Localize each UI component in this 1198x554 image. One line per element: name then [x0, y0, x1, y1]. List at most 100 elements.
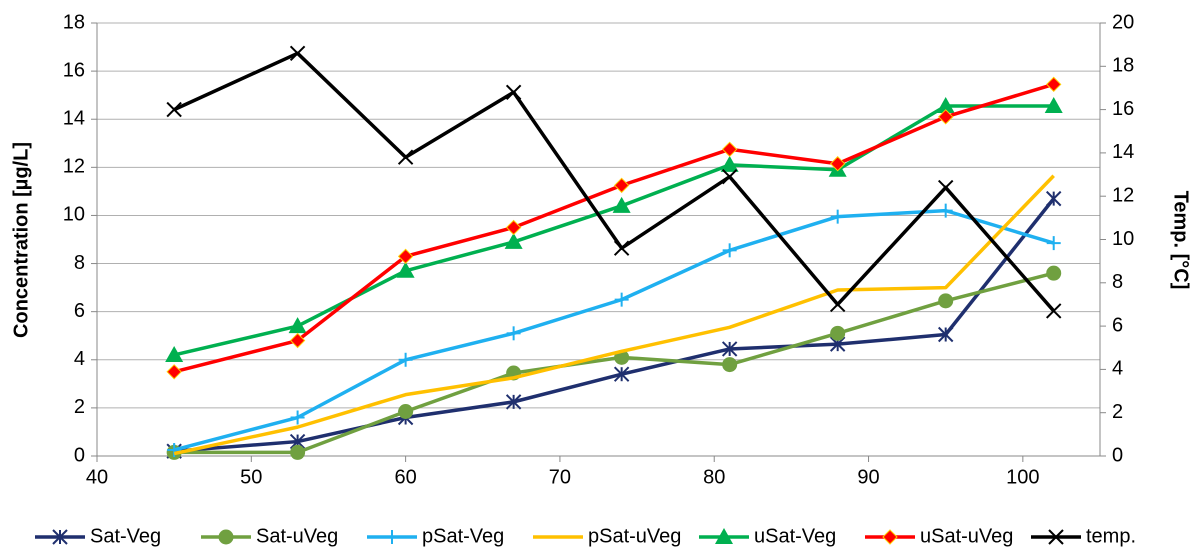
- y-tick-label: 16: [63, 59, 85, 81]
- marker-shape: [830, 325, 846, 341]
- marker: [882, 529, 898, 545]
- marker-shape: [218, 529, 234, 545]
- marker: [613, 177, 630, 194]
- marker: [1046, 236, 1061, 251]
- marker: [166, 364, 182, 380]
- marker: [505, 219, 522, 236]
- marker: [938, 203, 953, 218]
- legend-label: uSat-Veg: [754, 525, 836, 547]
- marker: [218, 529, 234, 545]
- marker-stroke: [1046, 303, 1062, 319]
- legend-label: pSat-Veg: [422, 525, 504, 547]
- y-tick-label: 6: [74, 300, 85, 322]
- marker-stroke: [1048, 529, 1064, 545]
- marker: [720, 155, 739, 172]
- marker-stroke: [613, 240, 630, 256]
- marker-stroke: [829, 296, 846, 313]
- marker: [288, 317, 307, 334]
- marker: [506, 326, 521, 341]
- marker: [398, 403, 414, 419]
- marker-shape: [398, 403, 414, 419]
- marker: [715, 528, 733, 544]
- y2-tick-label: 12: [1112, 184, 1134, 206]
- marker-shape: [396, 261, 415, 278]
- marker: [166, 101, 182, 118]
- marker-shape: [397, 248, 414, 265]
- y2-tick-label: 2: [1112, 401, 1123, 423]
- marker-shape: [829, 156, 846, 172]
- marker-shape: [613, 177, 630, 194]
- marker-stroke: [397, 149, 414, 165]
- y-tick-label: 12: [63, 156, 85, 178]
- legend-label: temp.: [1086, 525, 1136, 547]
- y-tick-label: 14: [63, 108, 85, 130]
- marker: [290, 410, 305, 425]
- series-line: [173, 51, 1056, 313]
- marker: [397, 149, 414, 165]
- marker-shape: [1044, 96, 1063, 113]
- y-tick-label: 8: [74, 252, 85, 274]
- marker: [385, 530, 399, 544]
- y-tick-label: 10: [63, 204, 85, 226]
- marker-shape: [715, 528, 733, 544]
- marker-shape: [612, 196, 631, 213]
- y2-tick-label: 16: [1112, 98, 1134, 120]
- y2-tick-label: 4: [1112, 358, 1123, 380]
- marker-shape: [936, 96, 955, 113]
- y2-tick-label: 14: [1112, 141, 1134, 163]
- x-tick-label: 50: [240, 466, 262, 488]
- legend-label: uSat-uVeg: [920, 525, 1013, 547]
- marker: [830, 325, 846, 341]
- marker: [505, 394, 522, 410]
- marker-shape: [722, 357, 738, 373]
- y2-tick-label: 6: [1112, 314, 1123, 336]
- y2-tick-label: 10: [1112, 228, 1134, 250]
- marker-stroke: [166, 101, 182, 118]
- series-line: [173, 208, 1055, 452]
- marker-shape: [882, 529, 898, 545]
- marker-stroke: [937, 179, 954, 196]
- marker-shape: [290, 444, 306, 460]
- y-tick-label: 0: [74, 444, 85, 466]
- marker: [936, 96, 955, 113]
- marker: [1048, 529, 1064, 545]
- x-tick-label: 70: [549, 466, 571, 488]
- marker: [290, 444, 306, 460]
- marker: [721, 341, 738, 357]
- series-line: [173, 82, 1055, 374]
- marker: [829, 296, 846, 313]
- marker-shape: [505, 219, 522, 236]
- marker: [397, 248, 414, 265]
- marker: [937, 326, 954, 343]
- marker: [612, 196, 631, 213]
- y-axis-title: Concentration [µg/L]: [10, 142, 32, 338]
- y2-tick-label: 20: [1112, 11, 1134, 33]
- marker: [721, 169, 738, 185]
- marker: [722, 243, 737, 258]
- marker: [830, 209, 845, 224]
- marker-shape: [721, 141, 738, 157]
- marker-shape: [166, 364, 182, 380]
- marker: [722, 357, 738, 373]
- x-tick-label: 60: [394, 466, 416, 488]
- marker: [1046, 76, 1062, 93]
- marker: [721, 141, 738, 157]
- marker-shape: [720, 155, 739, 172]
- marker: [165, 345, 184, 362]
- y2-tick-label: 8: [1112, 271, 1123, 293]
- marker: [396, 261, 415, 278]
- marker-stroke: [505, 84, 522, 100]
- marker-stroke: [721, 169, 738, 185]
- y-tick-label: 18: [63, 11, 85, 33]
- marker: [829, 156, 846, 172]
- marker: [504, 232, 523, 249]
- y2-axis-title: Temp. [°C]: [1170, 191, 1192, 290]
- marker: [1046, 190, 1062, 207]
- marker: [167, 442, 182, 457]
- marker: [1046, 265, 1062, 281]
- marker: [938, 293, 954, 309]
- y2-tick-label: 0: [1112, 444, 1123, 466]
- marker-stroke: [289, 45, 306, 62]
- marker-shape: [288, 317, 307, 334]
